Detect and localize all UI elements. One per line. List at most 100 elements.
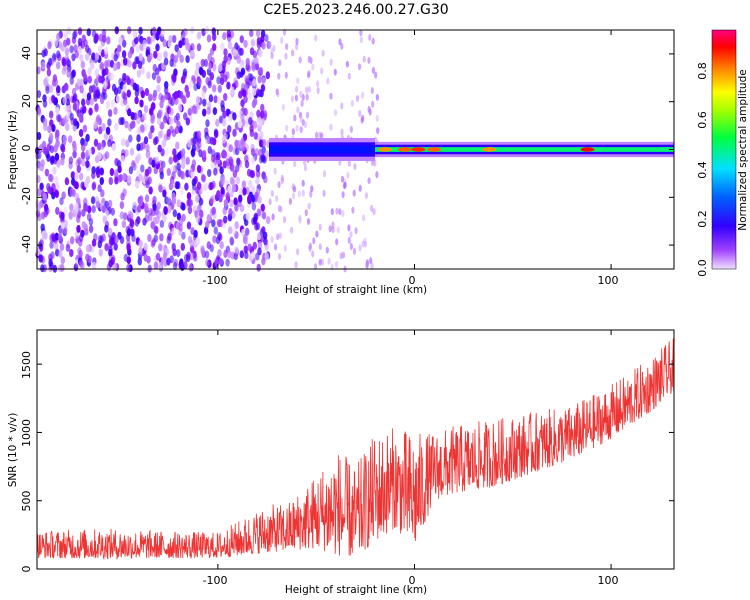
spectrogram-cell bbox=[261, 145, 266, 154]
spectrogram-cell bbox=[271, 213, 275, 221]
spectrogram-cell bbox=[371, 37, 375, 45]
spectrogram-y-axis-label: Frequency (Hz) bbox=[7, 110, 19, 189]
spectrogram-cell bbox=[185, 55, 190, 64]
spectrogram-cell bbox=[293, 114, 297, 122]
spectrogram-cell bbox=[328, 225, 332, 233]
spectrogram-panel: -100 0 100 -40 -20 0 20 40 Height of str… bbox=[7, 26, 675, 296]
spectrogram-cell bbox=[64, 47, 70, 56]
spectrogram-cell bbox=[49, 145, 54, 154]
spectrogram-cell bbox=[79, 85, 84, 94]
spectrogram-cell bbox=[212, 137, 217, 146]
spectrogram-cell bbox=[168, 96, 173, 105]
spectrogram-cell bbox=[41, 49, 46, 58]
spectrogram-cell bbox=[60, 43, 65, 52]
spectrogram-cell bbox=[113, 169, 119, 178]
spectrogram-cell bbox=[311, 63, 315, 71]
spectrogram-cell bbox=[150, 125, 155, 134]
spectrogram-cell bbox=[153, 261, 159, 270]
spectrogram-cell bbox=[364, 192, 368, 200]
spectrogram-cell bbox=[225, 192, 230, 201]
colorbar-tick-label: 0.6 bbox=[696, 111, 709, 129]
spectrogram-cell bbox=[119, 201, 125, 210]
spectrogram-cell bbox=[87, 67, 92, 76]
spectrogram-cell bbox=[103, 132, 109, 141]
spectrogram-cell bbox=[358, 63, 362, 71]
spectrogram-cell bbox=[60, 157, 65, 166]
spectrogram-cell bbox=[346, 171, 350, 179]
spectrogram-cell bbox=[104, 60, 109, 69]
spectrogram-cell bbox=[136, 216, 141, 225]
spectrogram-cell bbox=[285, 43, 289, 51]
spectrogram-cell bbox=[86, 28, 92, 37]
spectrogram-cell bbox=[291, 49, 295, 57]
spectrogram-cell bbox=[154, 226, 159, 234]
spectrogram-cell bbox=[218, 63, 223, 72]
spectrogram-cell bbox=[60, 211, 65, 220]
spectrogram-cell bbox=[36, 106, 41, 115]
spectrogram-cell bbox=[74, 50, 80, 59]
spectrogram-cell bbox=[284, 71, 288, 79]
snr-line bbox=[36, 338, 675, 561]
spectrogram-cell bbox=[368, 34, 372, 41]
spectrogram-cell bbox=[240, 113, 245, 122]
spectrogram-cell bbox=[264, 34, 269, 43]
spectrogram-cell bbox=[270, 52, 274, 60]
spectrogram-cell bbox=[89, 97, 94, 106]
spectrogram-cell bbox=[309, 190, 313, 198]
spectrogram-cell bbox=[353, 163, 357, 170]
snr-x-tick-label: -100 bbox=[203, 574, 228, 587]
spectrogram-cell bbox=[347, 224, 351, 232]
spectrogram-cell bbox=[144, 168, 150, 177]
spectrogram-cell bbox=[184, 182, 189, 191]
spectrogram-cell bbox=[174, 126, 180, 135]
spectrogram-cell bbox=[296, 106, 300, 114]
spectrogram-cell bbox=[245, 212, 250, 221]
spectrogram-cell bbox=[258, 119, 263, 128]
spectrogram-peak bbox=[482, 147, 497, 152]
spectrogram-cell bbox=[126, 89, 131, 98]
spectrogram-cell bbox=[81, 208, 86, 217]
spectrogram-cell bbox=[206, 34, 212, 43]
spectrogram-cell bbox=[340, 102, 344, 110]
spectrogram-y-ticks: -40 -20 0 20 40 bbox=[20, 46, 33, 253]
spectrogram-cell bbox=[298, 216, 302, 224]
spectrogram-cell bbox=[290, 95, 294, 103]
spectrogram-cell bbox=[157, 130, 163, 139]
spectrogram-cell bbox=[222, 150, 228, 159]
spectrogram-cell bbox=[191, 144, 197, 153]
spectrogram-cell bbox=[64, 177, 70, 186]
spectrogram-cell bbox=[77, 157, 82, 166]
snr-y-tick-label: 500 bbox=[20, 491, 33, 512]
spectrogram-cell bbox=[209, 195, 214, 204]
spectrogram-cell bbox=[94, 68, 99, 77]
spectrogram-cell bbox=[318, 243, 322, 251]
spectrogram-cell bbox=[181, 148, 186, 157]
spectrogram-cell bbox=[114, 176, 119, 185]
spectrogram-cell bbox=[69, 249, 74, 257]
spectrogram-cell bbox=[102, 215, 108, 224]
spectrogram-cell bbox=[73, 263, 79, 272]
spectrogram-cell bbox=[320, 67, 324, 75]
spectrogram-cell bbox=[96, 142, 102, 151]
spectrogram-cell bbox=[293, 160, 297, 168]
spectrogram-cell bbox=[77, 46, 83, 55]
spectrogram-cell bbox=[210, 161, 215, 170]
spectrogram-cell bbox=[180, 75, 186, 84]
spectrogram-cell bbox=[338, 208, 342, 216]
spectrogram-cell bbox=[252, 241, 257, 250]
spectrogram-cell bbox=[81, 34, 87, 43]
spectrogram-cell bbox=[243, 95, 248, 104]
spectrogram-cell bbox=[234, 246, 239, 255]
spectrogram-cell bbox=[155, 207, 160, 216]
spectrogram-cell bbox=[256, 40, 262, 49]
spectrogram-cell bbox=[297, 190, 301, 198]
spectrogram-cell bbox=[209, 71, 214, 80]
spectrogram-cell bbox=[124, 120, 129, 129]
spectrogram-cell bbox=[183, 112, 188, 121]
spectrogram-x-ticks: -100 0 100 bbox=[203, 274, 619, 287]
spectrogram-cell bbox=[108, 227, 113, 236]
spectrogram-cell bbox=[78, 259, 84, 268]
spectrogram-cell bbox=[168, 156, 173, 165]
spectrogram-cell bbox=[157, 26, 162, 35]
spectrogram-cell bbox=[242, 187, 247, 196]
